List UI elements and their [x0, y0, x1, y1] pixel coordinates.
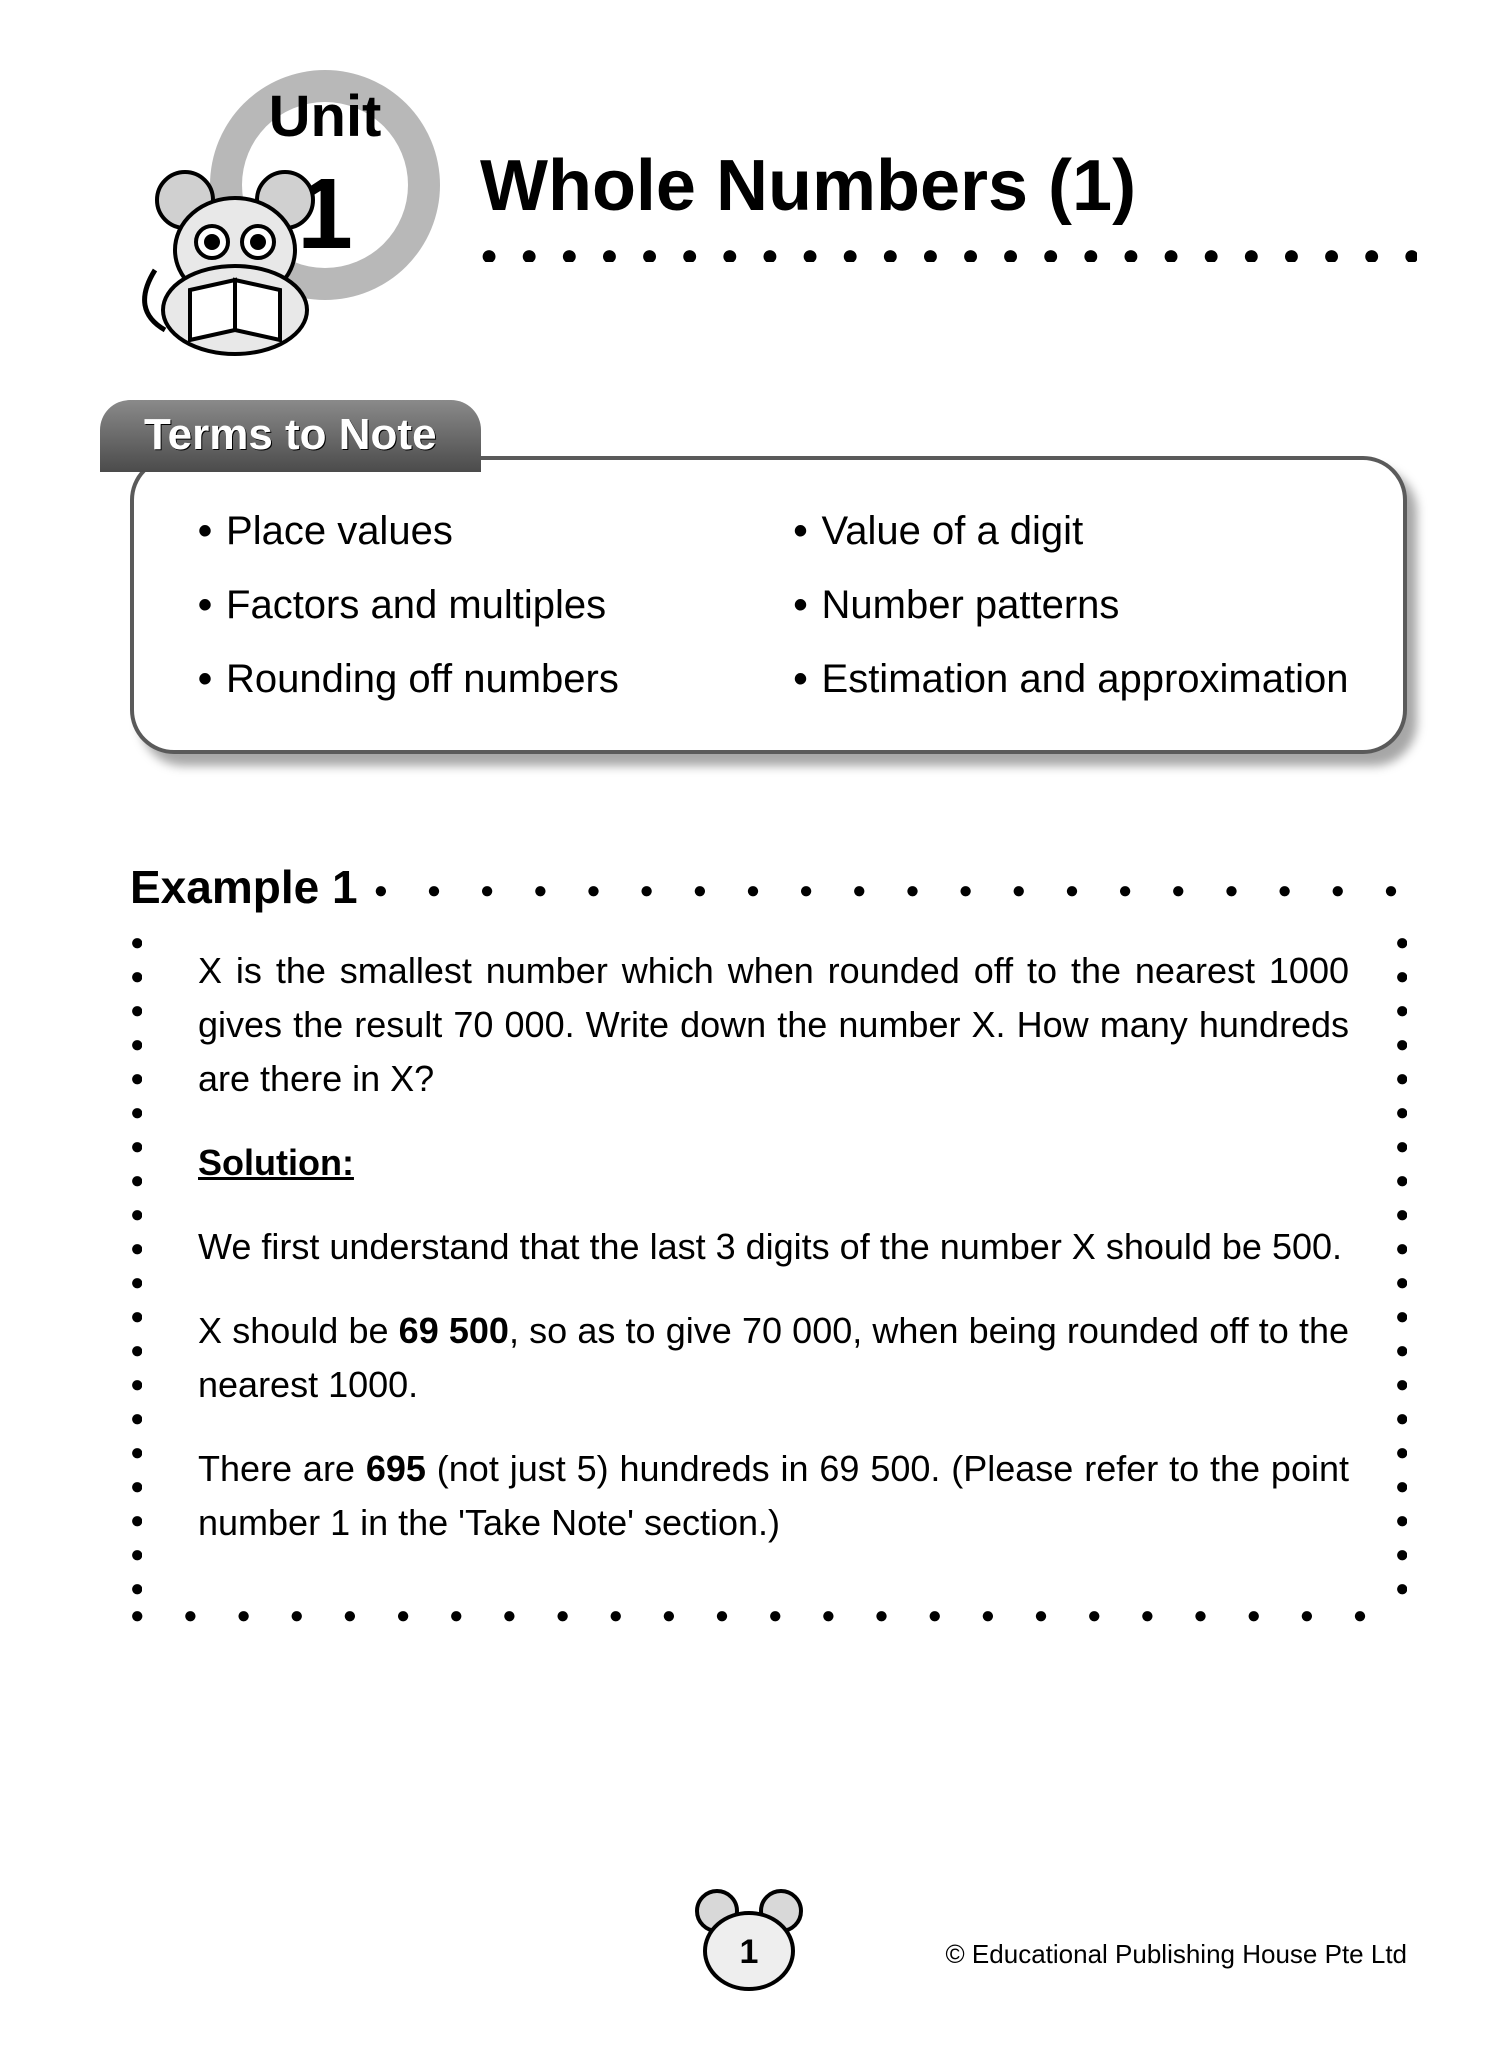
solution-label: Solution:: [198, 1136, 1349, 1190]
example-body: X is the smallest number which when roun…: [138, 926, 1399, 1598]
term-item: Number patterns: [794, 578, 1350, 632]
term-item: Place values: [198, 504, 754, 558]
example-dots-left: ● ● ● ● ● ● ● ● ● ● ● ● ● ● ● ● ● ● ● ● …: [130, 926, 142, 1598]
copyright: © Educational Publishing House Pte Ltd: [946, 1939, 1407, 1970]
page-number: 1: [739, 1933, 758, 1971]
terms-box: Place values Value of a digit Factors an…: [130, 456, 1407, 754]
term-text: Number patterns: [822, 578, 1120, 632]
example-question: X is the smallest number which when roun…: [198, 944, 1349, 1106]
terms-tab: Terms to Note: [100, 400, 481, 472]
p3-pre: There are: [198, 1448, 366, 1489]
example-body-wrap: ● ● ● ● ● ● ● ● ● ● ● ● ● ● ● ● ● ● ● ● …: [130, 926, 1407, 1598]
solution-p2: X should be 69 500, so as to give 70 000…: [198, 1304, 1349, 1412]
page-footer: 1 © Educational Publishing House Pte Ltd: [0, 1878, 1497, 1998]
example-header: Example 1 ● ● ● ● ● ● ● ● ● ● ● ● ● ● ● …: [130, 860, 1407, 914]
mouse-head-icon: 1: [689, 1883, 809, 1993]
term-item: Estimation and approximation: [794, 652, 1350, 706]
page-title: Whole Numbers (1): [480, 145, 1136, 227]
terms-grid: Place values Value of a digit Factors an…: [198, 504, 1349, 706]
example-dots-right: ● ● ● ● ● ● ● ● ● ● ● ● ● ● ● ● ● ● ● ● …: [1395, 926, 1407, 1598]
unit-badge: Unit 1: [210, 70, 440, 300]
term-text: Value of a digit: [822, 504, 1084, 558]
solution-p1: We first understand that the last 3 digi…: [198, 1220, 1349, 1274]
header-dots: ●●●●●●●●●●●●●●●●●●●●●●●●●●●●●●●: [480, 250, 1417, 262]
terms-section: Terms to Note Place values Value of a di…: [130, 390, 1407, 754]
page-header: Unit 1 Whole Numbers (1): [80, 70, 1417, 330]
example-dots-top: ● ● ● ● ● ● ● ● ● ● ● ● ● ● ● ● ● ● ● ● …: [374, 879, 1407, 903]
example-section: Example 1 ● ● ● ● ● ● ● ● ● ● ● ● ● ● ● …: [130, 860, 1407, 1628]
term-text: Estimation and approximation: [822, 652, 1349, 706]
example-title: Example 1: [130, 860, 358, 914]
term-text: Factors and multiples: [226, 578, 606, 632]
term-item: Value of a digit: [794, 504, 1350, 558]
p2-bold: 69 500: [399, 1310, 509, 1351]
term-item: Factors and multiples: [198, 578, 754, 632]
p2-pre: X should be: [198, 1310, 399, 1351]
term-text: Place values: [226, 504, 453, 558]
unit-label: Unit: [210, 88, 440, 146]
term-text: Rounding off numbers: [226, 652, 619, 706]
term-item: Rounding off numbers: [198, 652, 754, 706]
page-number-badge: 1: [689, 1883, 809, 1998]
mouse-mascot-icon: [140, 160, 360, 360]
example-dots-bottom: ● ● ● ● ● ● ● ● ● ● ● ● ● ● ● ● ● ● ● ● …: [130, 1604, 1407, 1628]
p3-bold: 695: [366, 1448, 426, 1489]
solution-p3: There are 695 (not just 5) hundreds in 6…: [198, 1442, 1349, 1550]
